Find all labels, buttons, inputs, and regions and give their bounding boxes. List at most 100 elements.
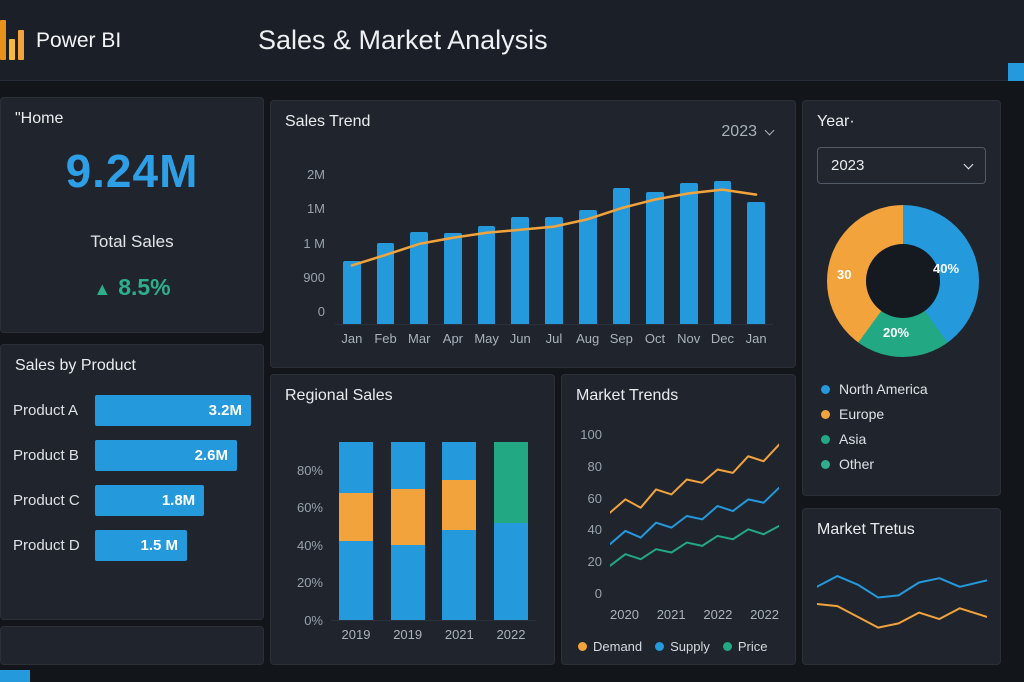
trend-bar-Dec[interactable] — [713, 181, 732, 324]
axis-tick: Apr — [442, 331, 464, 346]
trend-bar-Jan[interactable] — [747, 201, 765, 324]
trend-plot — [335, 173, 773, 325]
legend-label: Europe — [839, 406, 885, 422]
trend-y-axis: 2M 1M 1 M 900 0 — [279, 167, 325, 319]
bar-segment — [442, 442, 477, 480]
legend-item-demand[interactable]: Demand — [578, 639, 642, 654]
trend-year-value: 2023 — [721, 123, 757, 140]
axis-tick: 2M — [306, 167, 325, 182]
home-kpi-card: "Home 9.24M Total Sales ▲ 8.5% — [0, 97, 264, 333]
corner-accent-decoration — [1008, 63, 1024, 81]
product-label: Product D — [13, 537, 80, 554]
axis-tick: 1 M — [303, 235, 325, 251]
market-tretus-title: Market Tretus — [817, 521, 915, 538]
legend-item-price[interactable]: Price — [722, 639, 768, 654]
regional-x-axis: 2019 2019 2021 2022 — [331, 627, 536, 642]
line-series — [610, 488, 779, 544]
donut-chart[interactable]: 40% 20% 30 — [827, 205, 979, 357]
legend-item-other[interactable]: Other — [821, 456, 992, 472]
market-tretus-card: Market Tretus — [802, 508, 1001, 665]
trend-bar-Jul[interactable] — [545, 217, 563, 324]
trend-bar-Feb[interactable] — [376, 242, 395, 324]
axis-tick: Jul — [545, 331, 563, 346]
trend-bar-Nov[interactable] — [679, 182, 698, 324]
legend-item-europe[interactable]: Europe — [821, 406, 992, 422]
product-label: Product C — [13, 492, 80, 509]
regional-bar-2022[interactable] — [493, 433, 528, 620]
axis-tick: Jan — [745, 331, 767, 346]
product-bar-track: 1.8M — [95, 485, 251, 516]
axis-tick: 2021 — [444, 627, 474, 642]
bar-segment — [390, 489, 425, 546]
trend-bar-Jan[interactable] — [343, 261, 361, 324]
total-sales-label: Total Sales — [90, 232, 174, 251]
header: Power BI Sales & Market Analysis — [0, 0, 1024, 81]
year-title: Year· — [817, 113, 855, 130]
bar-segment — [339, 492, 373, 542]
axis-tick: Jun — [509, 331, 531, 346]
axis-tick: 2022 — [750, 607, 779, 622]
legend-label: Supply — [670, 639, 710, 654]
legend-label: North America — [839, 381, 928, 397]
page-title: Sales & Market Analysis — [258, 25, 548, 55]
axis-tick: 80% — [296, 462, 323, 478]
line-series — [610, 445, 779, 513]
trend-bar-May[interactable] — [477, 226, 496, 324]
axis-tick: 0 — [594, 585, 602, 601]
product-row: Product A 3.2M — [13, 395, 251, 426]
regional-bar-2021[interactable] — [442, 433, 477, 620]
trend-bar-Jun[interactable] — [511, 217, 530, 324]
donut-slice-label: 30 — [837, 267, 852, 282]
product-bar-track: 1.5 M — [95, 530, 251, 561]
year-select-dropdown[interactable]: 2023 — [817, 147, 986, 184]
chevron-down-icon — [963, 159, 974, 169]
bar-segment — [339, 541, 373, 620]
legend-label: Asia — [839, 431, 867, 447]
trend-year-dropdown[interactable]: 2023 — [721, 123, 775, 141]
product-bar-track: 2.6M — [95, 440, 251, 471]
product-bar[interactable]: 2.6M — [95, 440, 237, 471]
axis-tick: 2021 — [656, 607, 686, 622]
trend-bar-group — [335, 173, 773, 324]
axis-tick: Aug — [576, 331, 600, 346]
year-filter-card: Year· 2023 40% 20% 30 North America Europe A… — [802, 100, 1001, 496]
donut-slice-label: 40% — [933, 261, 960, 276]
axis-tick: 40 — [587, 522, 602, 538]
axis-tick: 2019 — [393, 627, 423, 642]
legend-item-north-america[interactable]: North America — [821, 381, 992, 397]
regional-bar-2019[interactable] — [390, 433, 425, 620]
legend-item-asia[interactable]: Asia — [821, 431, 992, 447]
market-x-axis: 2020 2021 2022 2022 — [610, 607, 779, 622]
axis-tick: 80 — [587, 458, 602, 474]
trend-bar-Sep[interactable] — [612, 188, 631, 324]
legend-dot-icon — [821, 409, 830, 419]
up-triangle-icon: ▲ — [93, 279, 112, 299]
bar-segment — [493, 522, 528, 620]
legend-label: Other — [839, 456, 875, 472]
trend-bar-Aug[interactable] — [578, 209, 597, 324]
product-label: Product A — [13, 402, 79, 419]
sales-by-product-card: Sales by Product Product A 3.2M Product B 2… — [0, 344, 264, 620]
axis-tick: Feb — [374, 331, 397, 346]
axis-tick: 20 — [587, 554, 602, 570]
product-bar[interactable]: 1.5 M — [95, 530, 188, 561]
product-bar[interactable]: 1.8M — [95, 485, 205, 516]
trend-bar-Apr[interactable] — [444, 233, 462, 324]
axis-tick: Sep — [609, 331, 633, 346]
bar-segment — [493, 442, 528, 523]
powerbi-logo-icon — [0, 20, 24, 60]
legend-item-supply[interactable]: Supply — [655, 639, 710, 654]
axis-tick: 40% — [296, 537, 323, 553]
trend-bar-Mar[interactable] — [410, 231, 429, 324]
axis-tick: 1M — [306, 201, 325, 217]
product-bar[interactable]: 3.2M — [95, 395, 251, 426]
regional-bar-2019[interactable] — [339, 433, 373, 620]
regional-sales-card: Regional Sales 80% 60% 40% 20% 0% 2019 2019 20… — [270, 374, 555, 665]
axis-tick: 2020 — [610, 607, 639, 622]
market-plot — [610, 433, 779, 599]
trend-bar-Oct[interactable] — [646, 191, 664, 324]
sales-by-product-title: Sales by Product — [15, 357, 136, 374]
chevron-down-icon — [764, 125, 775, 136]
market-trends-title: Market Trends — [576, 387, 679, 404]
